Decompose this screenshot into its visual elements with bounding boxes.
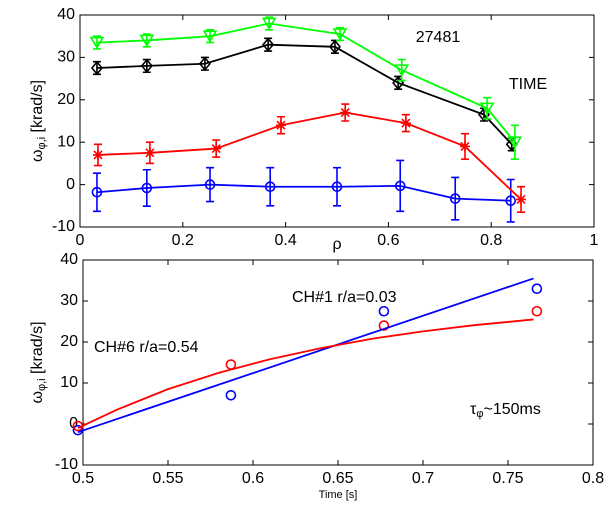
x-tick-label: 0.65 (322, 470, 353, 487)
marker (89, 36, 105, 50)
error-bar (510, 124, 519, 160)
marker (328, 39, 341, 55)
x-tick-label: 0.6 (377, 232, 399, 249)
marker (90, 60, 104, 76)
marker (340, 107, 351, 118)
marker (531, 283, 543, 295)
marker (516, 194, 527, 205)
x-tick-label: 0.4 (274, 232, 296, 249)
series-line (97, 111, 522, 201)
marker (378, 320, 390, 331)
marker (198, 56, 211, 72)
series-line (96, 22, 516, 143)
annotation-text: τ (470, 401, 477, 418)
annotation-text: CH#1 r/a=0.03 (292, 289, 397, 306)
error-bar (451, 176, 460, 221)
marker (144, 147, 155, 158)
y-label-unit: [krad/s] (29, 321, 46, 378)
y-label-subscript: φ,i (36, 378, 48, 391)
marker (140, 58, 153, 74)
marker (505, 195, 517, 207)
plot-area (82, 259, 594, 466)
error-bar (142, 168, 151, 208)
y-tick-label: -10 (55, 456, 78, 473)
marker (479, 102, 495, 115)
marker (378, 305, 390, 317)
series-line (96, 183, 511, 202)
y-tick-label: 40 (57, 6, 75, 23)
error-bar (92, 172, 101, 213)
series-line (77, 318, 534, 429)
y-tick-label: 10 (57, 133, 75, 150)
y-label-subscript: φ,i (36, 137, 48, 150)
annotation: 27481 (416, 29, 461, 46)
y-tick-label: 40 (60, 251, 78, 268)
annotation: CH#1 r/a=0.03 (292, 289, 397, 306)
series-line (77, 277, 534, 434)
y-tick-label: 0 (66, 176, 75, 193)
y-tick-label: 10 (60, 374, 78, 391)
x-tick-label: 0.7 (412, 470, 434, 487)
error-bar (483, 96, 492, 120)
y-label-symbol: ω (29, 391, 46, 404)
annotation-text: CH#6 r/a=0.54 (94, 339, 199, 356)
y-tick-label: -10 (52, 218, 75, 235)
marker (139, 34, 155, 47)
error-bar (397, 58, 406, 82)
marker (204, 179, 216, 190)
marker (531, 305, 543, 317)
marker (332, 28, 348, 41)
error-bar (206, 166, 215, 203)
error-bar (333, 166, 341, 207)
x-tick-label: 0.6 (242, 470, 264, 487)
marker (507, 136, 523, 149)
x-tick-label: 0.5 (72, 470, 94, 487)
series-line (96, 43, 513, 145)
y-axis-label: ωφ,i [krad/s] (29, 80, 48, 162)
marker (394, 64, 410, 77)
marker (394, 180, 406, 192)
marker (211, 143, 222, 154)
marker (141, 182, 153, 194)
marker (225, 389, 237, 401)
x-tick-label: 0.8 (582, 470, 604, 487)
x-tick-label: 0 (76, 232, 85, 249)
marker (91, 186, 103, 198)
marker (275, 120, 286, 131)
x-tick-label: 0.75 (492, 470, 523, 487)
x-tick-label: 0.2 (172, 232, 194, 249)
x-axis-label: Time [s] (319, 489, 358, 501)
annotation-text: TIME (509, 76, 547, 93)
marker (449, 193, 461, 204)
x-tick-label: 0.8 (480, 232, 502, 249)
x-tick-label: 1 (590, 232, 599, 249)
error-bar (396, 159, 405, 213)
y-tick-label: 30 (60, 292, 78, 309)
annotation-rest: ~150ms (483, 401, 540, 418)
marker (400, 118, 411, 129)
marker (264, 181, 276, 193)
annotation-text: 27481 (416, 29, 461, 46)
marker (92, 149, 103, 160)
y-tick-label: 20 (60, 333, 78, 350)
x-tick-label: 0.55 (152, 470, 183, 487)
annotation: CH#6 r/a=0.54 (94, 339, 199, 356)
y-tick-label: 30 (57, 49, 75, 66)
annotation: TIME (509, 76, 547, 93)
y-label-symbol: ω (29, 150, 46, 163)
marker (202, 30, 218, 43)
y-tick-label: 20 (57, 91, 75, 108)
error-bar (506, 178, 515, 223)
marker (459, 141, 470, 152)
marker (262, 37, 275, 52)
x-axis-label: ρ (332, 236, 341, 253)
error-bar (266, 166, 275, 207)
marker (261, 17, 277, 31)
annotation: τφ~150ms (470, 401, 541, 420)
y-label-unit: [krad/s] (29, 80, 46, 137)
marker (331, 181, 343, 193)
y-axis-label: ωφ,i [krad/s] (29, 321, 48, 403)
annotation-subscript: φ (476, 408, 483, 420)
